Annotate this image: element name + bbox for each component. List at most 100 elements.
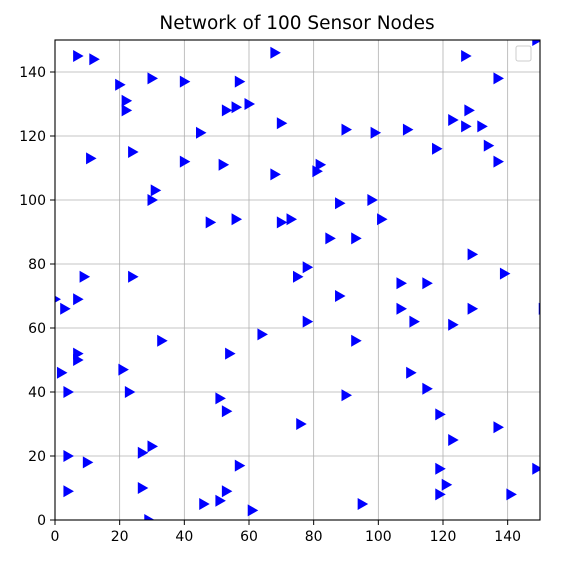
sensor-node-marker bbox=[179, 75, 191, 88]
chart-title: Network of 100 Sensor Nodes bbox=[159, 13, 434, 34]
sensor-node-marker bbox=[244, 98, 255, 110]
sensor-node-marker bbox=[341, 123, 352, 136]
sensor-node-marker bbox=[335, 290, 346, 302]
sensor-node-marker bbox=[435, 488, 446, 501]
sensor-node-marker bbox=[499, 267, 511, 280]
sensor-node-marker bbox=[370, 126, 382, 139]
sensor-node-marker bbox=[147, 440, 158, 453]
sensor-node-marker bbox=[435, 462, 446, 475]
sensor-node-marker bbox=[205, 216, 217, 229]
y-tick-label: 140 bbox=[19, 65, 46, 81]
sensor-node-marker bbox=[377, 213, 388, 226]
sensor-node-marker bbox=[215, 494, 226, 507]
sensor-node-marker bbox=[115, 78, 126, 91]
sensor-node-marker bbox=[441, 478, 453, 491]
grid-lines bbox=[54, 40, 540, 521]
y-tick-label: 80 bbox=[28, 257, 46, 273]
sensor-node-marker bbox=[396, 277, 407, 290]
y-tick-label: 60 bbox=[28, 321, 46, 337]
x-tick-label: 100 bbox=[365, 529, 392, 545]
sensor-node-marker bbox=[448, 114, 459, 126]
x-tick-label: 60 bbox=[240, 529, 258, 545]
sensor-node-marker bbox=[293, 270, 304, 283]
x-tick-label: 0 bbox=[51, 529, 60, 545]
sensor-node-marker bbox=[406, 366, 417, 379]
sensor-node-marker bbox=[351, 232, 362, 245]
sensor-node-marker bbox=[199, 498, 210, 510]
x-tick-label: 40 bbox=[175, 529, 193, 545]
sensor-node-marker bbox=[231, 101, 243, 114]
sensor-node-marker bbox=[234, 75, 246, 88]
sensor-node-marker bbox=[231, 213, 243, 226]
sensor-node-marker bbox=[124, 386, 136, 398]
sensor-node-marker bbox=[448, 318, 459, 331]
sensor-node-marker bbox=[196, 126, 207, 139]
sensor-node-marker bbox=[128, 146, 139, 158]
sensor-node-marker bbox=[150, 184, 162, 197]
sensor-node-marker bbox=[144, 514, 155, 520]
sensor-node-marker bbox=[137, 446, 149, 459]
sensor-node-marker bbox=[296, 418, 307, 430]
sensor-node-marker bbox=[225, 347, 236, 360]
y-tick-label: 20 bbox=[28, 449, 46, 465]
sensor-node-marker bbox=[89, 53, 100, 66]
sensor-node-marker bbox=[341, 389, 352, 402]
sensor-node-marker bbox=[506, 488, 517, 501]
sensor-node-marker bbox=[221, 485, 233, 498]
sensor-node-marker bbox=[86, 152, 97, 165]
sensor-node-marker bbox=[234, 459, 246, 472]
sensor-node-marker bbox=[276, 216, 288, 229]
legend-box bbox=[515, 45, 532, 62]
y-tick-label: 100 bbox=[19, 193, 46, 209]
sensor-node-marker bbox=[367, 194, 378, 206]
sensor-node-marker bbox=[179, 155, 191, 168]
sensor-node-marker bbox=[218, 158, 230, 171]
plot-frame bbox=[54, 39, 541, 521]
sensor-node-marker bbox=[335, 197, 346, 210]
y-tick-label: 40 bbox=[28, 385, 46, 401]
sensor-node-marker bbox=[461, 50, 472, 62]
sensor-node-marker bbox=[276, 117, 288, 130]
sensor-node-marker bbox=[63, 450, 74, 462]
sensor-node-marker bbox=[312, 165, 323, 178]
sensor-node-marker bbox=[121, 94, 133, 107]
sensor-node-marker bbox=[464, 104, 475, 117]
sensor-node-marker bbox=[325, 232, 336, 245]
x-tick-label: 120 bbox=[430, 529, 457, 545]
sensor-node-marker bbox=[157, 334, 168, 347]
sensor-node-marker bbox=[118, 363, 129, 376]
sensor-node-marker bbox=[467, 248, 479, 261]
sensor-node-marker bbox=[532, 40, 540, 46]
sensor-node-marker bbox=[257, 328, 268, 341]
sensor-node-marker bbox=[147, 194, 158, 206]
sensor-node-marker bbox=[461, 120, 472, 133]
sensor-node-marker bbox=[493, 155, 504, 168]
sensor-node-marker bbox=[147, 72, 158, 85]
sensor-node-marker bbox=[121, 104, 133, 117]
sensor-node-marker bbox=[432, 142, 443, 155]
sensor-node-marker bbox=[302, 261, 314, 274]
sensor-node-marker bbox=[270, 168, 281, 181]
sensor-node-marker bbox=[270, 46, 281, 59]
sensor-node-marker bbox=[493, 72, 504, 85]
sensor-node-marker bbox=[493, 421, 504, 434]
sensor-node-marker bbox=[63, 485, 74, 498]
sensor-node-marker bbox=[422, 382, 433, 395]
sensor-node-marker bbox=[128, 270, 139, 283]
sensor-node-marker bbox=[60, 302, 71, 315]
sensor-node-marker bbox=[137, 482, 149, 494]
sensor-node-marker bbox=[435, 408, 446, 421]
sensor-node-marker bbox=[315, 158, 327, 171]
sensor-node-marker bbox=[247, 504, 259, 517]
sensor-node-marker bbox=[73, 50, 84, 62]
axis-ticks: 0 20 40 60 80 100 120 140 0 20 40 60 80 100 120 140 bbox=[19, 65, 521, 545]
sensor-node-marker bbox=[302, 315, 314, 328]
sensor-node-marker bbox=[221, 405, 233, 418]
sensor-node-marker bbox=[409, 315, 420, 328]
y-tick-label: 120 bbox=[19, 129, 46, 145]
sensor-node-marker bbox=[79, 270, 91, 283]
sensor-node-marker bbox=[215, 392, 226, 405]
sensor-node-marker bbox=[56, 366, 68, 379]
